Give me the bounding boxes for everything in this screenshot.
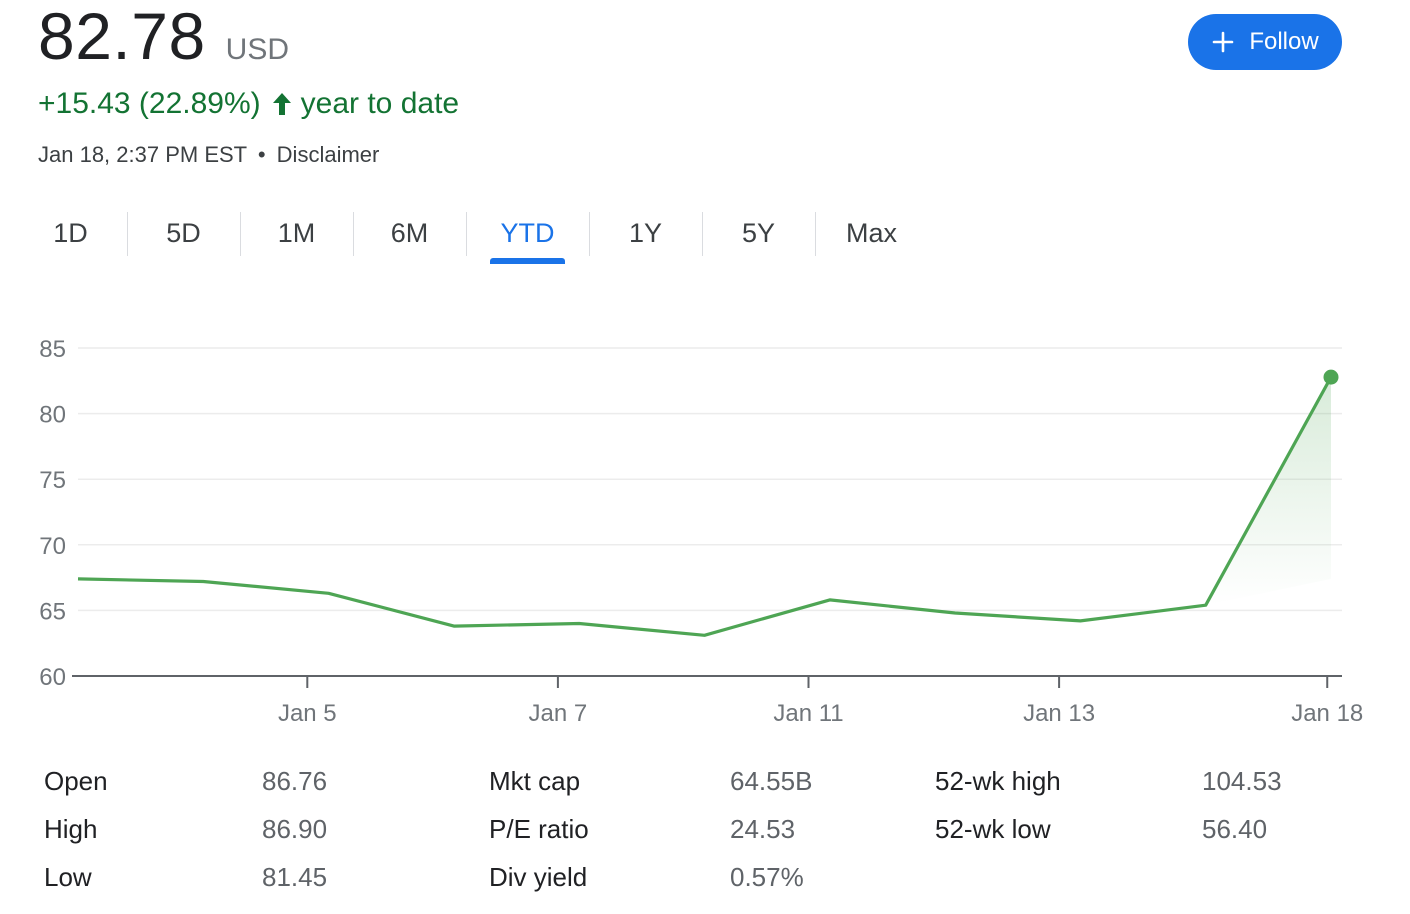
stat-label-high: High	[44, 814, 98, 844]
y-tick-label: 70	[39, 533, 66, 560]
follow-button[interactable]: Follow	[1188, 14, 1342, 70]
stat-label-52wk-low: 52-wk low	[935, 814, 1051, 844]
timestamp-row: Jan 18, 2:37 PM EST • Disclaimer	[38, 142, 379, 168]
stat-value-52wk-high: 104.53	[1202, 766, 1282, 796]
tab-5y[interactable]: 5Y	[702, 210, 815, 256]
x-tick-label: Jan 13	[1023, 700, 1095, 727]
tab-max[interactable]: Max	[815, 210, 928, 256]
price-change: +15.43 (22.89%) year to date	[38, 84, 459, 124]
x-tick-label: Jan 7	[529, 700, 588, 727]
tab-6m[interactable]: 6M	[353, 210, 466, 256]
stat-label-div-yield: Div yield	[489, 862, 588, 892]
x-tick-label: Jan 5	[278, 700, 337, 727]
tab-1d[interactable]: 1D	[14, 210, 127, 256]
currency-label: USD	[225, 33, 290, 66]
last-price-marker	[1323, 369, 1339, 385]
separator: •	[257, 142, 266, 167]
timestamp: Jan 18, 2:37 PM EST	[38, 142, 247, 167]
data-point	[1203, 602, 1209, 608]
price-line	[77, 376, 1333, 637]
change-amount: +15.43 (22.89%)	[38, 87, 261, 120]
tab-label: 1M	[277, 217, 316, 248]
data-point	[827, 597, 833, 603]
stat-value-low: 81.45	[262, 862, 328, 892]
stat-label-mkt-cap: Mkt cap	[489, 766, 581, 796]
stat-value-pe-ratio: 24.53	[730, 814, 796, 844]
stat-label-pe-ratio: P/E ratio	[489, 814, 589, 844]
tab-label: 6M	[390, 217, 429, 248]
y-tick-label: 65	[39, 598, 66, 625]
stat-value-52wk-low: 56.40	[1202, 814, 1268, 844]
stat-value-mkt-cap: 64.55B	[730, 766, 813, 796]
stat-value-div-yield: 0.57%	[730, 862, 804, 892]
key-stats: Open 86.76 High 86.90 Low 81.45 Mkt cap …	[44, 760, 1374, 910]
y-tick-label: 75	[39, 467, 66, 494]
stat-label-open: Open	[44, 766, 108, 796]
data-point	[326, 590, 332, 596]
tab-1m[interactable]: 1M	[240, 210, 353, 256]
stat-value-high: 86.90	[262, 814, 328, 844]
price-chart[interactable]: 60 65 70 75 80 85 Jan 5 Jan 7 Jan 11 Jan 13 Jan 18	[0, 320, 1410, 730]
tab-label: 1Y	[628, 217, 663, 248]
tab-label: 5Y	[741, 217, 776, 248]
y-tick-label: 80	[39, 402, 66, 429]
x-tick-label: Jan 18	[1291, 700, 1363, 727]
follow-label: Follow	[1249, 28, 1319, 55]
y-tick-label: 60	[39, 664, 66, 691]
stat-label-52wk-high: 52-wk high	[935, 766, 1061, 796]
plus-icon	[1213, 31, 1234, 53]
x-tick-label: Jan 11	[773, 700, 843, 727]
data-point	[952, 610, 958, 616]
tab-ytd[interactable]: YTD	[466, 210, 589, 264]
tab-5d[interactable]: 5D	[127, 210, 240, 256]
data-point	[75, 576, 81, 582]
change-period: year to date	[300, 87, 460, 120]
data-point	[702, 632, 708, 638]
tab-label: 1D	[53, 217, 88, 248]
tab-label: 5D	[166, 217, 201, 248]
arrow-up-icon	[272, 93, 291, 115]
tab-label: Max	[845, 217, 897, 248]
data-point	[1077, 618, 1083, 624]
disclaimer-link[interactable]: Disclaimer	[276, 142, 380, 167]
data-point	[576, 621, 582, 627]
y-tick-label: 85	[39, 336, 66, 363]
stat-label-low: Low	[44, 862, 92, 892]
price-row: 82.78 USD	[38, 0, 289, 72]
current-price: 82.78	[38, 0, 206, 73]
data-point	[451, 623, 457, 629]
data-point	[200, 579, 206, 585]
tab-label: YTD	[500, 217, 555, 248]
tab-1y[interactable]: 1Y	[589, 210, 702, 256]
stat-value-open: 86.76	[262, 766, 328, 796]
range-tabs: 1D 5D 1M 6M YTD 1Y 5Y Max	[14, 210, 928, 266]
